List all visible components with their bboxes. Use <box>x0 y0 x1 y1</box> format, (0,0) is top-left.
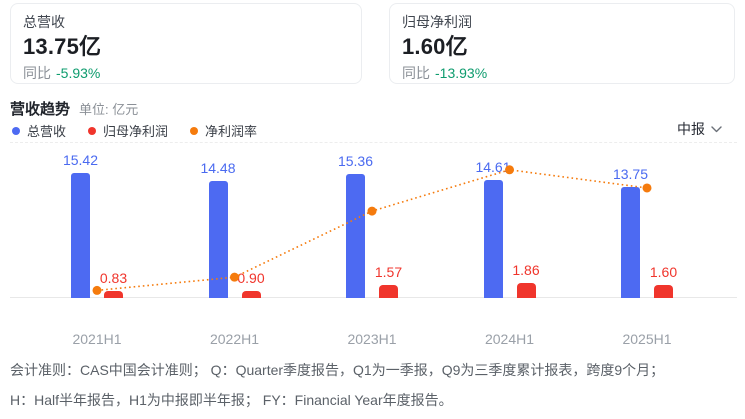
net-profit-bar-value: 1.60 <box>649 264 678 281</box>
unit-label: 单位: 亿元 <box>79 102 139 117</box>
revenue-yoy-label: 同比 <box>23 65 51 81</box>
report-period-value: 中报 <box>677 121 705 137</box>
revenue-bar-value: 14.48 <box>200 159 236 176</box>
x-axis-label: 2025H1 <box>622 331 672 347</box>
revenue-bar[interactable] <box>71 173 90 298</box>
revenue-card-value: 13.75亿 <box>23 34 102 59</box>
net-profit-bar[interactable] <box>516 282 536 298</box>
footnote-line-1: 会计准则：CAS中国会计准则； Q：Quarter季度报告，Q1为一季报，Q9为… <box>10 362 665 378</box>
net-profit-bar-value: 0.83 <box>99 270 128 287</box>
x-axis-label: 2023H1 <box>347 331 397 347</box>
revenue-bar[interactable] <box>483 179 503 298</box>
revenue-bar[interactable] <box>621 186 640 298</box>
net-profit-card-value: 1.60亿 <box>402 34 468 59</box>
legend-item-revenue[interactable]: 总营收 <box>12 121 66 140</box>
section-title: 营收趋势 <box>10 101 71 118</box>
chevron-down-icon <box>711 125 722 132</box>
net-profit-yoy-label: 同比 <box>402 65 430 81</box>
net-profit-legend-dot-icon <box>88 126 97 135</box>
x-axis-baseline <box>10 297 737 298</box>
revenue-yoy-value: -5.93% <box>56 65 101 81</box>
x-axis-label: 2021H1 <box>72 331 122 347</box>
accounting-footnotes: 会计准则：CAS中国会计准则； Q：Quarter季度报告，Q1为一季报，Q9为… <box>10 361 740 409</box>
x-axis-label: 2024H1 <box>484 331 535 347</box>
chart-legend: 总营收 归母净利润 净利润率 <box>12 121 257 140</box>
revenue-legend-dot-icon <box>12 126 20 135</box>
revenue-summary-card: 总营收 13.75亿 同比 -5.93% <box>10 3 362 84</box>
revenue-bar-value: 15.36 <box>337 152 374 169</box>
net-profit-bar-value: 1.57 <box>374 264 403 281</box>
net-profit-bar[interactable] <box>104 291 123 298</box>
net-margin-point[interactable] <box>642 183 652 193</box>
net-margin-point[interactable] <box>367 206 377 216</box>
chart-top-gridline <box>10 142 737 143</box>
net-profit-bar[interactable] <box>654 285 673 298</box>
net-profit-bar-value: 1.86 <box>512 261 540 278</box>
report-period-dropdown[interactable]: 中报 <box>677 119 722 139</box>
net-profit-yoy-value: -13.93% <box>435 65 488 81</box>
chart-section-header: 营收趋势 单位: 亿元 <box>10 98 138 119</box>
legend-item-label: 总营收 <box>27 124 67 139</box>
revenue-bar-value: 14.61 <box>475 158 511 175</box>
net-profit-bar[interactable] <box>241 290 261 298</box>
net-profit-bar[interactable] <box>379 285 398 298</box>
net-margin-legend-dot-icon <box>190 126 199 135</box>
revenue-card-title: 总营收 <box>23 14 65 30</box>
legend-item-label: 净利润率 <box>205 124 258 139</box>
legend-item-label: 归母净利润 <box>103 124 169 139</box>
legend-item-net-profit[interactable]: 归母净利润 <box>88 121 168 140</box>
net-profit-bar-value: 0.90 <box>237 269 265 286</box>
net-profit-summary-card: 归母净利润 1.60亿 同比 -13.93% <box>389 3 735 84</box>
footnote-line-2: H：Half半年报告，H1为中报即半年报； FY：Financial Year年… <box>10 392 453 408</box>
net-profit-card-title: 归母净利润 <box>402 14 472 30</box>
x-axis-label: 2022H1 <box>209 331 260 347</box>
legend-item-net-margin[interactable]: 净利润率 <box>190 121 257 140</box>
revenue-bar-value: 13.75 <box>612 165 649 182</box>
revenue-bar-value: 15.42 <box>62 152 99 169</box>
